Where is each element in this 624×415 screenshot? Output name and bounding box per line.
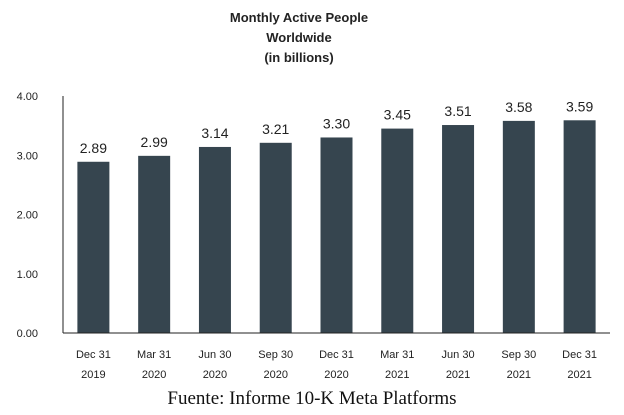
x-tick-label-line-1: Dec 31	[319, 349, 354, 361]
bar	[381, 128, 414, 333]
x-tick-label-line-1: Dec 31	[562, 349, 597, 361]
bar	[259, 142, 292, 333]
x-tick-label-line-1: Sep 30	[258, 349, 293, 361]
x-tick-label-line-2: 2021	[567, 369, 591, 381]
data-label: 3.14	[201, 125, 228, 141]
bar	[198, 146, 231, 333]
data-label: 2.99	[141, 134, 168, 150]
x-tick-label-line-2: 2020	[263, 369, 287, 381]
chart-title-line-2: Worldwide	[266, 30, 331, 45]
y-tick-label: 0.00	[17, 328, 38, 340]
bar	[563, 120, 596, 333]
chart-title-line-1: Monthly Active People	[230, 10, 368, 25]
x-tick-label-line-1: Dec 31	[76, 349, 111, 361]
bar	[77, 161, 110, 333]
source-note: Fuente: Informe 10-K Meta Platforms	[167, 388, 457, 409]
x-tick-label-line-1: Jun 30	[442, 349, 475, 361]
bar	[320, 137, 353, 333]
bar	[502, 120, 535, 333]
data-label: 3.30	[323, 115, 350, 131]
x-tick-label-line-2: 2021	[446, 369, 470, 381]
bar-chart: Monthly Active People Worldwide (in bill…	[17, 10, 610, 381]
x-tick-label-line-2: 2020	[203, 369, 227, 381]
chart-title-line-3: (in billions)	[264, 50, 333, 65]
bar	[442, 125, 475, 333]
data-label: 3.59	[566, 98, 593, 114]
x-tick-label-line-1: Jun 30	[198, 349, 231, 361]
x-tick-label-line-2: 2020	[324, 369, 348, 381]
x-tick-label-line-1: Mar 31	[380, 349, 414, 361]
x-tick-label-line-1: Mar 31	[137, 349, 171, 361]
x-tick-label-line-2: 2020	[142, 369, 166, 381]
data-label: 2.89	[80, 140, 107, 156]
data-label: 3.51	[444, 103, 471, 119]
y-tick-label: 4.00	[17, 91, 38, 103]
x-tick-label-line-1: Sep 30	[501, 349, 536, 361]
plot-area: 0.00 1.00 2.00 3.00 4.00 2.89 Dec 31 2019 2.99 Ma…	[17, 91, 610, 381]
data-label: 3.58	[505, 99, 532, 115]
x-tick-label-line-2: 2019	[81, 369, 105, 381]
x-tick-label-line-2: 2021	[507, 369, 531, 381]
bar	[138, 155, 171, 333]
data-label: 3.45	[384, 107, 411, 123]
y-tick-label: 1.00	[17, 269, 38, 281]
y-tick-label: 2.00	[17, 210, 38, 222]
data-label: 3.21	[262, 121, 289, 137]
x-tick-label-line-2: 2021	[385, 369, 409, 381]
y-tick-label: 3.00	[17, 150, 38, 162]
